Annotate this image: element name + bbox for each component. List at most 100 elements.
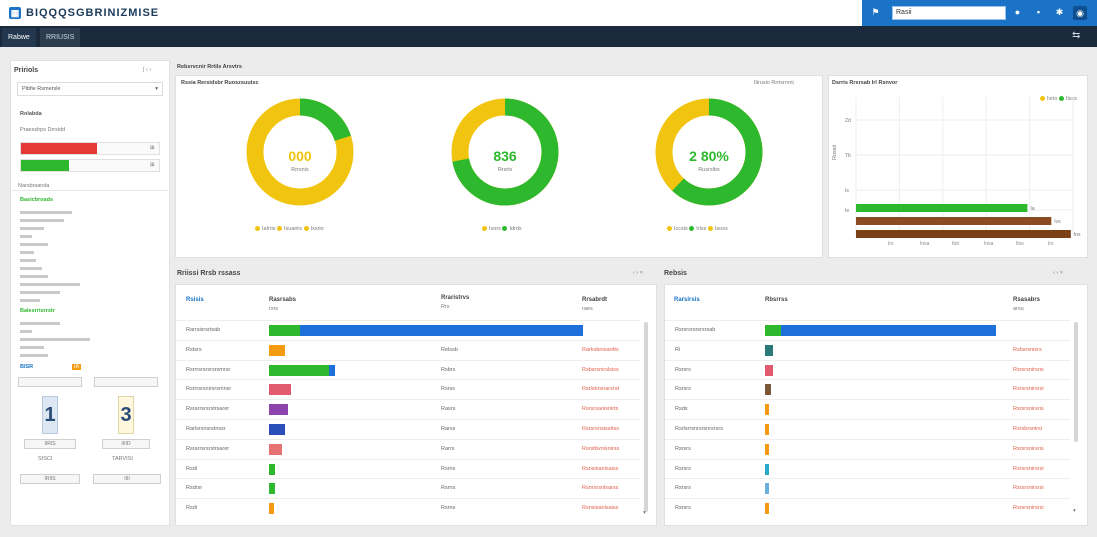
table-row[interactable]: Rarrsisrsrtsab	[176, 320, 640, 340]
row-name[interactable]: Rsrsrs	[675, 485, 691, 492]
row-name[interactable]: Rarlsrsnsrstnssr	[186, 426, 226, 432]
row-name[interactable]: Rsrsrsrsrsrsrsab	[675, 327, 716, 333]
row-link[interactable]: Rsrsrsnirsrsi	[1013, 366, 1044, 373]
row-link[interactable]: Rsnsisanlsaiss	[582, 465, 619, 472]
table-left-controls[interactable]: ‹ › ×	[633, 270, 643, 276]
table-row[interactable]: Rsrsrs Rsrsrsnirsrsi	[665, 438, 1070, 459]
row-name[interactable]: Rsrarrsrsrstrsarer	[186, 445, 230, 452]
table-row[interactable]: Rsrsrs Rsrsrsnirsrsi	[665, 359, 1070, 380]
scroll-down-icon[interactable]: ▾	[643, 510, 646, 516]
row-link[interactable]: Rsrsrsnirsrsi	[1013, 445, 1044, 452]
row-name[interactable]: Rarrsisrsrtsab	[186, 327, 221, 333]
settings-icon[interactable]: ✱	[1055, 7, 1064, 17]
row-name[interactable]: Rsrrrsrsnirsrsmnsr	[186, 386, 232, 393]
tab-rriusis[interactable]: RRIUSIS	[40, 28, 81, 47]
row-link[interactable]: Rsrsrsnirsrsi	[1013, 465, 1044, 472]
row-name[interactable]: Rsrsrs	[675, 366, 691, 373]
row-link[interactable]: Rsrsrsnsissttss	[582, 426, 619, 432]
left-panel-controls[interactable]: | ‹ ›	[143, 67, 152, 73]
row-name[interactable]: Rsrlsrrsnrsrsnrsrsrs	[675, 426, 723, 432]
table-row[interactable]: Rsrlsrrsnrsrsnrsrsrs Rsrsbrsnirsi	[665, 419, 1070, 439]
bar-C[interactable]	[856, 230, 1071, 238]
bell-icon[interactable]: ●	[1014, 7, 1021, 17]
search-input[interactable]: Rasii	[892, 6, 1006, 20]
row-name[interactable]: Rsdi	[186, 465, 198, 472]
table-right-header-1[interactable]: Rarsirsis	[674, 297, 700, 303]
table-right-scrollbar[interactable]	[1074, 322, 1078, 442]
row-name[interactable]: Rsrsrs	[675, 505, 691, 512]
donut-3-segment[interactable]	[655, 98, 763, 206]
table-row[interactable]: Rsrrrsrsrsrsrsmrsr Rsbrs Rsbsrsnirslsiss	[176, 359, 640, 380]
counter-right-button[interactable]: IIIID	[102, 439, 150, 449]
red-level-toggle[interactable]: ⊞	[150, 145, 155, 151]
row-name[interactable]: Rsrsrs	[675, 465, 691, 472]
bar-A[interactable]	[856, 204, 1028, 212]
row-link[interactable]: Rsrsbrsnirsi	[1013, 426, 1043, 432]
apply-button[interactable]: IRIIS	[20, 474, 80, 484]
row-name[interactable]: Rsds	[675, 406, 688, 413]
table-row[interactable]: Rsrsrs Rsrsrsnirsrsi	[665, 458, 1070, 479]
bar-B[interactable]	[856, 217, 1052, 225]
row-link[interactable]: Rsrstbvnisnirss	[582, 445, 620, 452]
table-row[interactable]: Rarlsrsnsrstnssr Rarss Rsrsrsnsissttss	[176, 419, 640, 439]
row-link[interactable]: Rarksbnisardts	[582, 346, 619, 353]
row-link[interactable]: Rsrsrsnirsrsi	[1013, 505, 1044, 512]
row-name[interactable]: Rsrsrs	[675, 445, 691, 452]
row-link[interactable]: Rsbsrsnirslsiss	[582, 366, 619, 373]
row-link[interactable]: Rsrlsbrsnarsrst	[582, 386, 619, 393]
table-row[interactable]: Rsrarrsrsrstrsarer Rarrs Rsrstbvnisnirss	[176, 438, 640, 459]
table-row[interactable]: Rsrsrsrsrsrsrsab	[665, 320, 1070, 340]
flag-icon[interactable]: ⚑	[871, 7, 880, 17]
reset-button[interactable]: IIII	[93, 474, 161, 484]
table-row[interactable]: Rstsrs Relssb Rarksbnisardts	[176, 339, 640, 360]
row-link[interactable]: Rsrsrsanisnirts	[582, 406, 619, 413]
left-range-input[interactable]	[18, 377, 82, 387]
row-link[interactable]: Rsnrsrsnlsarss	[582, 485, 619, 492]
chat-icon[interactable]: ▪	[1036, 7, 1041, 17]
table-right-controls[interactable]: ‹ › ×	[1053, 270, 1063, 276]
row-link[interactable]: Rsbsrsnisrs	[1013, 346, 1042, 353]
row-name[interactable]: Rstsrs	[186, 346, 202, 353]
breadcrumb[interactable]: Rebsrvcnir Rrtils Arsvtrs	[177, 64, 242, 70]
table-row[interactable]: Rsds Rsrsrsnirsrsi	[665, 399, 1070, 419]
row-link[interactable]: Rsnsisanlsaiss	[582, 505, 619, 512]
tag-bisr[interactable]: BISR	[20, 364, 34, 370]
counter-left-button[interactable]: IIRIS	[24, 439, 76, 449]
table-left-header-3[interactable]: Rraristrvs	[441, 295, 470, 301]
grid-logo-icon[interactable]: ▦	[9, 7, 21, 19]
table-row[interactable]: Rsdi Rsrns Rsnsisanlsaiss	[176, 498, 640, 518]
table-row[interactable]: Rsrarrsrsrstrsarer Rasrs Rsrsrsanisnirts	[176, 399, 640, 419]
share-icon[interactable]: ⇆	[1072, 30, 1081, 41]
scroll-down-icon[interactable]: ▾	[1073, 508, 1076, 514]
table-row[interactable]: Rsdi Rsrns Rsnsisanlsaiss	[176, 458, 640, 479]
table-left-header-4[interactable]: Rrsabrdt	[582, 297, 608, 303]
tab-rabwe[interactable]: Rabwe	[2, 28, 36, 47]
donut-1-segment[interactable]	[246, 98, 354, 206]
table-row[interactable]: Rsrsrs Rsrsrsnirsrsi	[665, 478, 1070, 498]
table-left-header-1[interactable]: Rsisis	[186, 297, 204, 303]
table-right-header-3[interactable]: Rsasabrs	[1013, 297, 1041, 303]
row-link[interactable]: Rsrsrsnirsrsi	[1013, 406, 1044, 413]
row-name[interactable]: Ri	[675, 346, 681, 353]
row-name[interactable]: Rsrsrs	[675, 386, 691, 393]
filter-select[interactable]: Pibfie Rsmersle ▾	[17, 82, 163, 96]
table-left-scrollbar[interactable]	[644, 322, 648, 512]
tag-ia[interactable]: IA	[72, 364, 82, 370]
row-name[interactable]: Rsdrsr	[186, 485, 203, 492]
user-icon[interactable]: ◉	[1073, 6, 1087, 20]
row-name[interactable]: Rsrrrsrsrsrsrsmrsr	[186, 366, 231, 373]
green-level-toggle[interactable]: ⊞	[150, 162, 155, 168]
table-row[interactable]: Rsdrsr Rsrns Rsnrsrsnlsarss	[176, 478, 640, 498]
table-row[interactable]: Rsrsrs Rsrsrsnirsrsi	[665, 498, 1070, 518]
row-link[interactable]: Rsrsrsnirsrsi	[1013, 485, 1044, 492]
table-right-header-2[interactable]: Rbsrrss	[765, 297, 788, 303]
row-name[interactable]: Rsdi	[186, 505, 198, 512]
table-row[interactable]: Rsrrrsrsnirsrsmnsr Rsrss Rsrlsbrsnarsrst	[176, 379, 640, 399]
row-name[interactable]: Rsrarrsrsrstrsarer	[186, 406, 230, 413]
row-link[interactable]: Rsrsrsnirsrsi	[1013, 386, 1044, 393]
right-range-input[interactable]	[94, 377, 158, 387]
donut-2-segment[interactable]	[451, 98, 559, 206]
table-left-header-2[interactable]: Rasrsabs	[269, 297, 297, 303]
table-row[interactable]: Ri Rsbsrsnisrs	[665, 339, 1070, 360]
table-row[interactable]: Rsrsrs Rsrsrsnirsrsi	[665, 379, 1070, 399]
